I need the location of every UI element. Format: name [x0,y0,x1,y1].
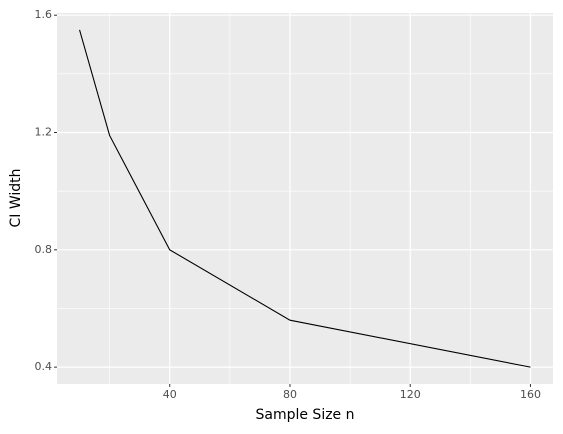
x-tick-label: 80 [283,388,297,401]
data-line [79,29,531,368]
x-axis-title: Sample Size n [255,407,354,423]
y-tick-label: 1.6 [35,8,53,21]
x-tick-label: 120 [400,388,421,401]
y-tick-label: 1.2 [35,126,53,139]
y-tick-label: 0.4 [35,360,53,373]
y-tick-label: 0.8 [35,243,53,256]
x-tick-label: 40 [163,388,177,401]
x-tick-label: 160 [520,388,541,401]
y-axis-title: CI Width [8,168,24,227]
panel-background [57,13,553,384]
